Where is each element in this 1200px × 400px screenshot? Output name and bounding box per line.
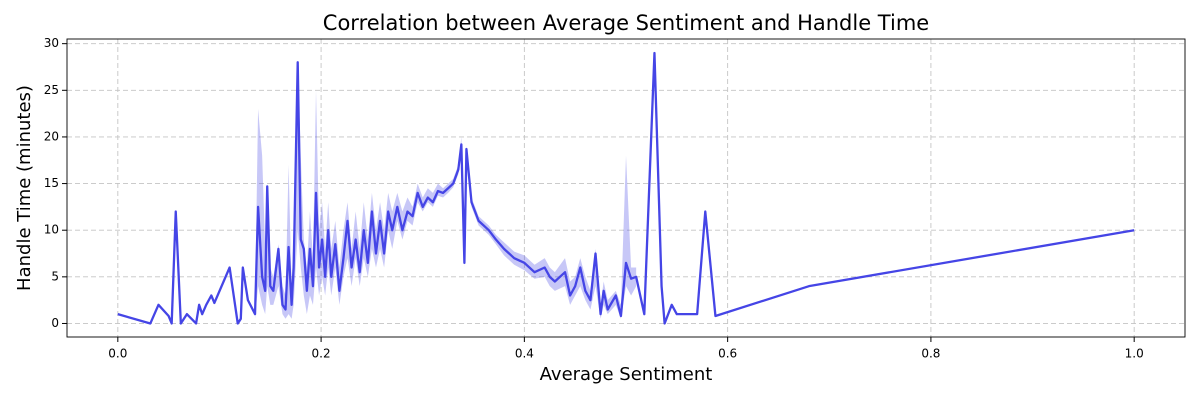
x-tick-label: 0.2 [312, 347, 331, 361]
y-tick-label: 15 [44, 176, 59, 190]
x-tick-label: 0.4 [515, 347, 534, 361]
x-tick-label: 0.6 [718, 347, 737, 361]
x-tick-label: 0.8 [921, 347, 940, 361]
y-tick-label: 30 [44, 36, 59, 50]
chart-title: Correlation between Average Sentiment an… [323, 11, 929, 35]
x-axis-label: Average Sentiment [540, 364, 713, 385]
y-tick-label: 10 [44, 223, 59, 237]
x-tick-label: 1.0 [1125, 347, 1144, 361]
y-tick-label: 0 [51, 316, 59, 330]
y-tick-label: 20 [44, 129, 59, 143]
y-tick-label: 5 [51, 269, 59, 283]
y-tick-label: 25 [44, 83, 59, 97]
x-tick-label: 0.0 [108, 347, 127, 361]
y-axis-label: Handle Time (minutes) [14, 85, 35, 291]
data-line [117, 51, 1135, 325]
plot-frame [66, 38, 1186, 338]
